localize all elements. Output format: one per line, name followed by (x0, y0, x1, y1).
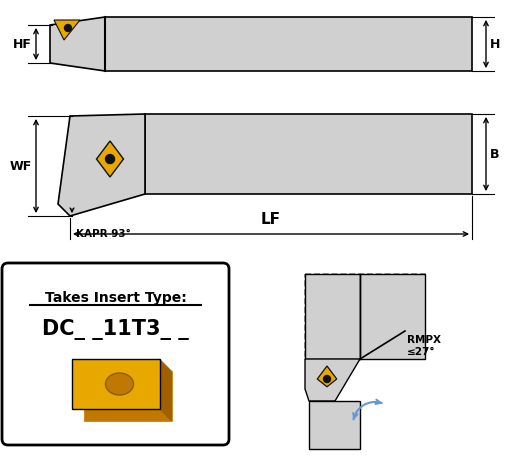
Text: LF: LF (261, 212, 281, 226)
Polygon shape (145, 115, 472, 194)
Text: ≤27°: ≤27° (407, 346, 436, 356)
Text: H: H (490, 38, 500, 51)
Text: KAPR 93°: KAPR 93° (76, 229, 131, 238)
Text: WF: WF (10, 160, 32, 173)
Polygon shape (96, 142, 124, 178)
Polygon shape (305, 359, 360, 397)
Polygon shape (305, 275, 360, 359)
Text: Takes Insert Type:: Takes Insert Type: (45, 290, 186, 304)
Text: RMPX: RMPX (407, 334, 441, 344)
Circle shape (324, 375, 330, 383)
Text: HF: HF (13, 38, 32, 51)
Polygon shape (50, 18, 105, 72)
Text: DC_ _11T3_ _: DC_ _11T3_ _ (42, 319, 189, 340)
Polygon shape (360, 275, 425, 359)
Text: B: B (490, 148, 500, 161)
Polygon shape (305, 359, 360, 401)
Polygon shape (71, 359, 160, 409)
Polygon shape (309, 401, 360, 449)
Polygon shape (54, 21, 80, 41)
Polygon shape (105, 18, 472, 72)
Circle shape (65, 25, 71, 32)
FancyBboxPatch shape (2, 263, 229, 445)
Polygon shape (58, 115, 145, 217)
Polygon shape (84, 371, 171, 421)
Ellipse shape (106, 373, 133, 395)
Polygon shape (160, 359, 171, 421)
Circle shape (106, 155, 114, 164)
Polygon shape (317, 366, 337, 387)
